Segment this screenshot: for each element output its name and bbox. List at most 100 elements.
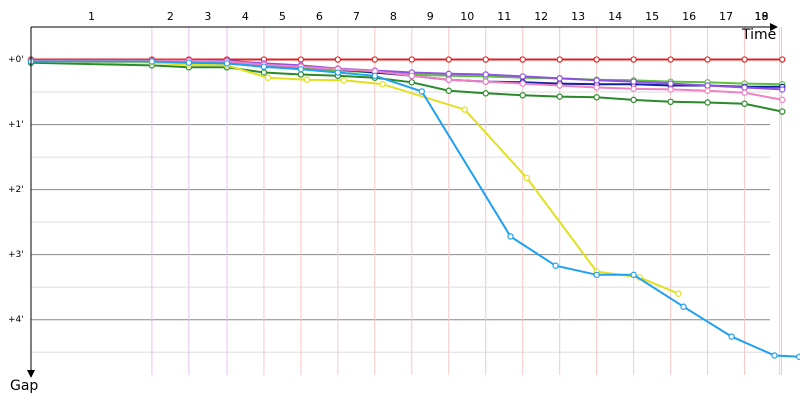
x-tick-label: 13 — [571, 10, 585, 23]
data-point — [704, 82, 711, 89]
data-point — [704, 56, 711, 63]
data-point — [593, 84, 600, 91]
data-point — [556, 82, 563, 89]
data-point — [667, 86, 674, 93]
y-tick-label: +3' — [8, 250, 24, 260]
data-point — [779, 86, 786, 93]
data-point — [667, 80, 674, 87]
data-point — [482, 78, 489, 85]
data-point — [260, 69, 268, 76]
data-point — [461, 106, 468, 113]
data-point — [630, 78, 637, 85]
data-point — [667, 56, 674, 63]
data-point — [630, 56, 637, 63]
grid — [31, 27, 783, 375]
data-point — [556, 93, 563, 100]
data-point — [741, 56, 748, 63]
data-point — [552, 262, 559, 269]
data-point — [556, 75, 563, 82]
data-point — [593, 271, 600, 279]
x-tick-label: 15 — [645, 10, 659, 23]
data-point — [675, 290, 682, 297]
data-point — [704, 87, 711, 94]
data-point — [482, 90, 489, 97]
data-point — [630, 271, 637, 279]
x-tick-label: 12 — [534, 10, 548, 23]
x-axis-label: Time — [741, 27, 776, 43]
data-point — [556, 56, 563, 63]
data-point — [223, 60, 231, 67]
data-point — [334, 69, 342, 76]
x-tick-label: 16 — [682, 10, 696, 23]
data-point — [630, 96, 637, 104]
y-axis-label: Gap — [10, 378, 38, 394]
y-tick-label: +2' — [8, 185, 24, 195]
x-tick-label: 4 — [242, 10, 249, 23]
x-tick-label: 6 — [316, 10, 323, 23]
x-tick-label: 9 — [427, 10, 434, 23]
data-point — [630, 85, 637, 92]
x-tick-label: 17 — [719, 10, 733, 23]
x-tick-label: 10 — [460, 10, 474, 23]
series-line — [31, 60, 800, 358]
data-point — [593, 94, 600, 101]
data-point — [408, 79, 416, 86]
data-point — [519, 80, 526, 87]
data-point — [680, 303, 687, 310]
y-tick-label: +4' — [8, 315, 24, 325]
data-point — [445, 76, 452, 83]
data-point — [408, 56, 416, 63]
data-point — [741, 100, 748, 107]
x-tick-label: 1 — [88, 10, 95, 23]
data-point — [445, 87, 452, 94]
data-point — [445, 70, 452, 78]
data-point — [728, 333, 735, 340]
data-point — [741, 89, 748, 96]
data-point — [779, 56, 786, 63]
data-point — [185, 59, 193, 66]
data-point — [297, 66, 305, 73]
x-tick-label: 2 — [167, 10, 174, 23]
x-tick-label: 7 — [353, 10, 360, 23]
data-point — [482, 56, 489, 63]
data-point — [297, 56, 305, 63]
data-point — [418, 88, 425, 95]
data-point — [148, 58, 156, 65]
data-point — [704, 99, 711, 106]
x-tick-label: 5 — [279, 10, 286, 23]
data-point — [445, 56, 452, 63]
data-point — [519, 73, 526, 80]
data-point — [519, 56, 526, 63]
data-point — [779, 96, 786, 104]
data-point — [507, 233, 514, 240]
x-tick-label: 8 — [390, 10, 397, 23]
x-tick-label: 19 — [755, 10, 769, 23]
data-point — [482, 71, 489, 78]
y-tick-label: +0' — [8, 55, 24, 65]
data-point — [779, 108, 786, 115]
data-point — [593, 56, 600, 63]
data-point — [371, 56, 379, 63]
data-point — [796, 353, 800, 360]
data-point — [593, 77, 600, 84]
x-tick-label: 14 — [608, 10, 622, 23]
data-point — [379, 81, 386, 88]
data-point — [519, 92, 526, 99]
x-tick-label: 11 — [497, 10, 511, 23]
data-point — [371, 72, 379, 79]
data-point — [260, 63, 268, 70]
data-point — [334, 56, 342, 63]
data-point — [667, 98, 674, 106]
x-tick-label: 3 — [204, 10, 211, 23]
data-point — [771, 352, 778, 359]
data-point — [340, 77, 347, 84]
y-tick-label: +1' — [8, 120, 24, 130]
x-tick-label: 18 — [755, 10, 769, 23]
data-point — [523, 174, 530, 182]
data-point — [408, 72, 416, 79]
y-axis-arrow — [27, 370, 35, 378]
data-point — [264, 74, 272, 81]
data-point — [303, 76, 311, 83]
series-layer — [27, 56, 800, 360]
